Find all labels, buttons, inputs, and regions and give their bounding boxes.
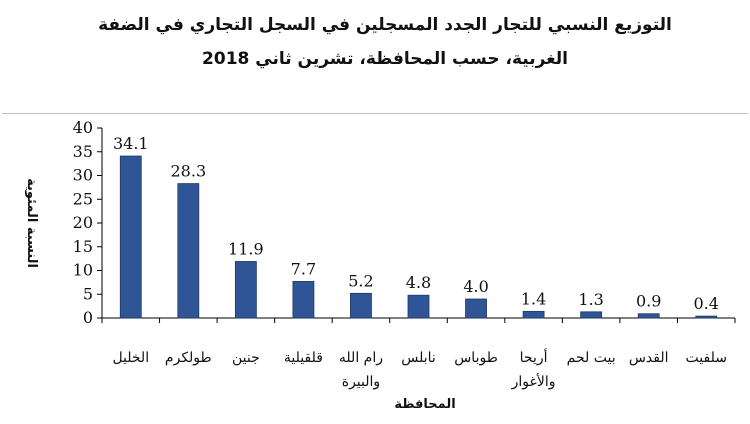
- x-tick-label: والأغوار: [511, 372, 556, 390]
- title-divider: [2, 113, 748, 114]
- data-label: 1.4: [521, 289, 546, 308]
- data-label: 7.7: [291, 259, 316, 278]
- x-tick-label: نابلس: [401, 350, 436, 366]
- data-label: 5.2: [348, 271, 373, 290]
- y-tick-label: 40: [73, 118, 93, 137]
- x-tick-label: قلقيلية: [284, 350, 323, 366]
- y-tick-label: 35: [73, 142, 93, 161]
- x-tick-label: الخليل: [112, 350, 149, 366]
- data-label: 0.9: [636, 292, 661, 311]
- bar: [234, 261, 257, 319]
- bar: [350, 292, 372, 319]
- x-tick-label: والبيرة: [342, 374, 380, 390]
- y-tick-label: 15: [73, 237, 93, 256]
- bar: [292, 281, 315, 319]
- bar: [407, 294, 430, 319]
- data-label: 34.1: [113, 134, 149, 153]
- y-tick-label: 25: [73, 189, 93, 208]
- bar: [177, 183, 200, 319]
- x-tick-label: جنين: [232, 350, 260, 366]
- x-tick-label: القدس: [629, 350, 669, 366]
- x-tick-label: رام الله: [339, 350, 383, 366]
- bar: [119, 155, 142, 319]
- bar: [637, 313, 660, 319]
- data-label: 28.3: [171, 162, 207, 181]
- y-axis-title: النسبة المئوية: [24, 178, 39, 268]
- bar: [580, 311, 603, 319]
- chart-title: التوزيع النسبي للتجار الجدد المسجلين في …: [98, 15, 672, 69]
- data-label: 1.3: [578, 290, 603, 309]
- y-tick-label: 5: [83, 284, 93, 303]
- x-tick-label: طولكرم: [165, 350, 212, 366]
- x-tick-label: سلفيت: [686, 350, 727, 366]
- data-label: 11.9: [228, 239, 264, 258]
- data-label: 4.8: [406, 273, 431, 292]
- bar: [695, 315, 718, 319]
- x-tick-label: أريحا: [520, 347, 548, 366]
- x-tick-label: بيت لحم: [567, 350, 616, 366]
- bar: [465, 298, 487, 319]
- x-axis-title: المحافظة: [394, 397, 455, 412]
- bar: [522, 310, 545, 319]
- y-tick-label: 30: [73, 166, 93, 185]
- y-tick-label: 10: [73, 261, 93, 280]
- x-tick-label: طوباس: [454, 350, 498, 366]
- data-label: 0.4: [694, 294, 719, 313]
- y-tick-label: 20: [73, 213, 93, 232]
- data-label: 4.0: [463, 277, 488, 296]
- y-tick-label: 0: [83, 308, 93, 327]
